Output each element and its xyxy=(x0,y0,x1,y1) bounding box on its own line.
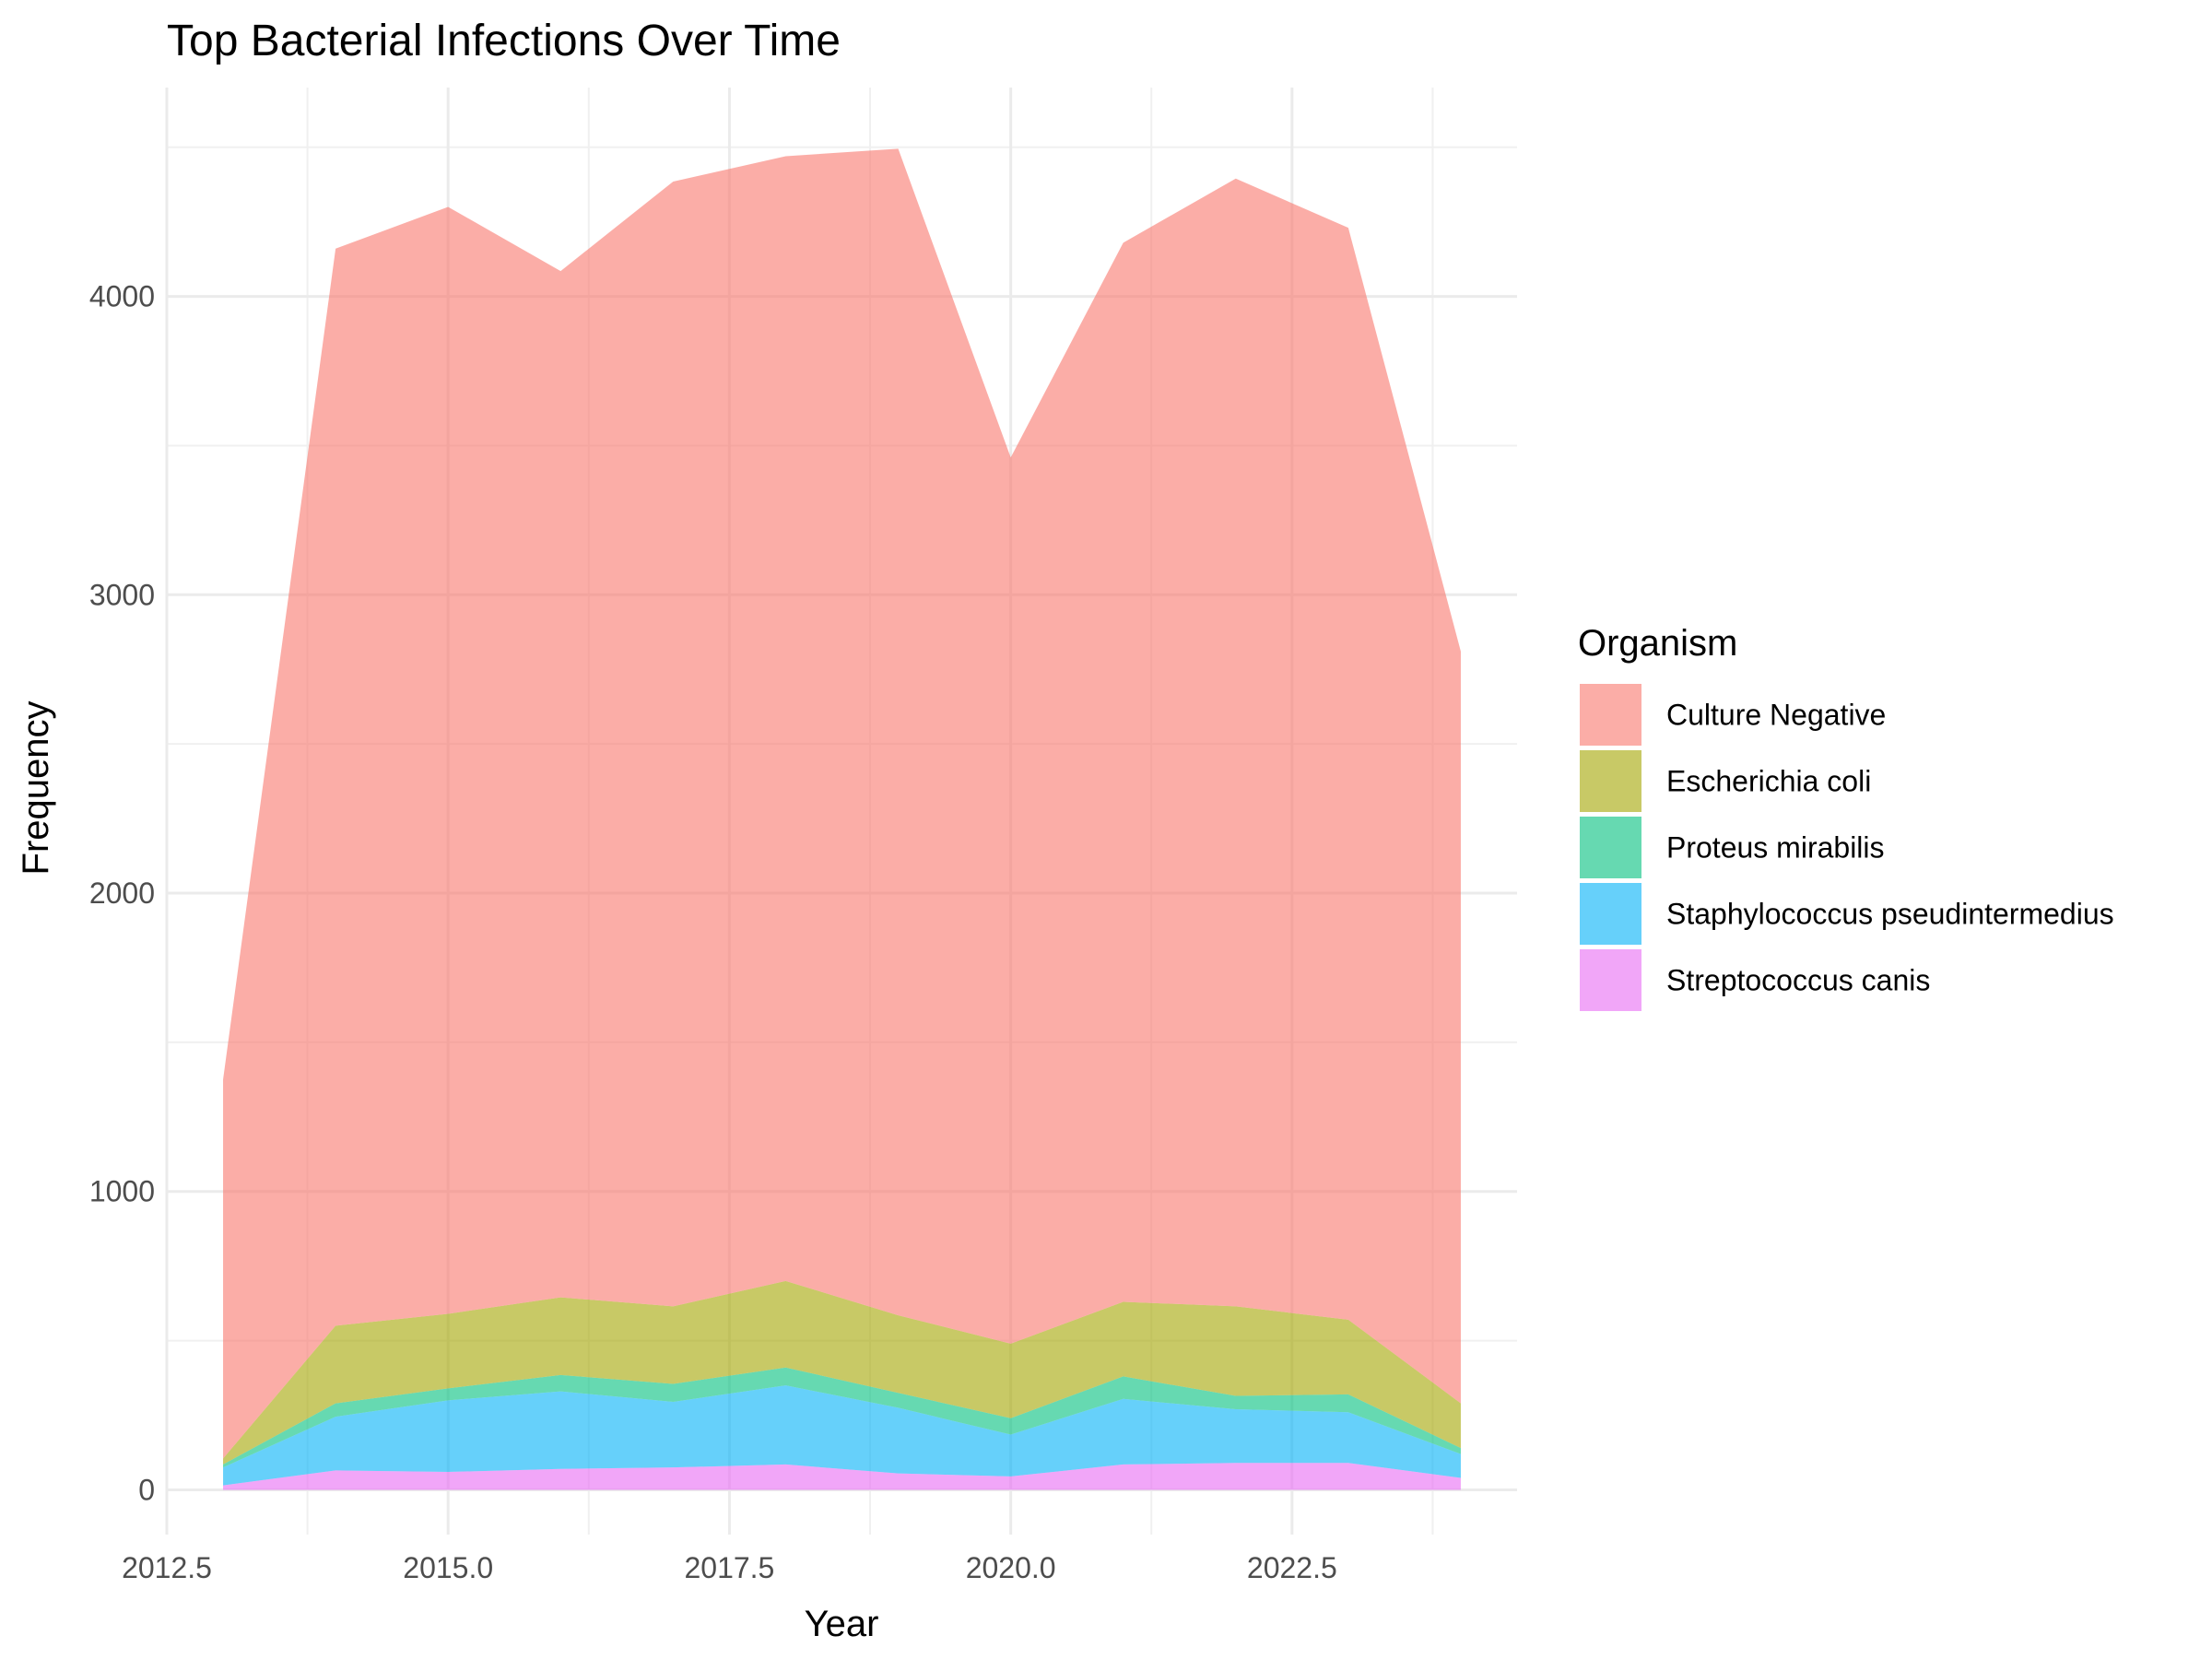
legend: Organism Culture Negative Escherichia col… xyxy=(1578,623,2114,1011)
area-layers xyxy=(223,148,1461,1490)
y-tick-label: 0 xyxy=(138,1473,155,1506)
y-axis-title: Frequency xyxy=(16,701,56,876)
chart-title: Top Bacterial Infections Over Time xyxy=(167,17,841,65)
x-axis-title: Year xyxy=(805,1604,879,1644)
legend-label-staphylococcus-pseudintermedius: Staphylococcus pseudintermedius xyxy=(1666,898,2114,931)
area-streptococcus-canis xyxy=(223,1463,1461,1490)
legend-items: Culture Negative Escherichia coli Proteus … xyxy=(1580,684,2114,1011)
x-tick-label: 2012.5 xyxy=(122,1551,212,1584)
legend-label-escherichia-coli: Escherichia coli xyxy=(1666,765,1871,798)
legend-key-culture-negative xyxy=(1580,684,1641,746)
y-tick-label: 1000 xyxy=(89,1175,155,1208)
legend-key-streptococcus-canis xyxy=(1580,949,1641,1011)
area-culture-negative xyxy=(223,148,1461,1459)
area-proteus-mirabilis xyxy=(223,1367,1461,1468)
y-tick-label: 2000 xyxy=(89,877,155,910)
legend-label-culture-negative: Culture Negative xyxy=(1666,699,1886,732)
legend-key-staphylococcus-pseudintermedius xyxy=(1580,883,1641,945)
x-tick-label: 2020.0 xyxy=(966,1551,1056,1584)
x-axis-tick-labels: 2012.5 2015.0 2017.5 2020.0 2022.5 xyxy=(122,1551,1337,1584)
area-escherichia-coli xyxy=(223,1280,1461,1465)
legend-key-proteus-mirabilis xyxy=(1580,817,1641,878)
area-staphylococcus-pseudintermedius xyxy=(223,1385,1461,1486)
x-tick-label: 2022.5 xyxy=(1247,1551,1337,1584)
x-tick-label: 2017.5 xyxy=(684,1551,774,1584)
legend-label-streptococcus-canis: Streptococcus canis xyxy=(1666,964,1930,997)
y-axis-tick-labels: 0 1000 2000 3000 4000 xyxy=(89,280,155,1507)
y-tick-label: 3000 xyxy=(89,578,155,611)
x-tick-label: 2015.0 xyxy=(403,1551,493,1584)
y-tick-label: 4000 xyxy=(89,280,155,313)
legend-title: Organism xyxy=(1578,623,1737,664)
legend-label-proteus-mirabilis: Proteus mirabilis xyxy=(1666,831,1885,865)
legend-key-escherichia-coli xyxy=(1580,750,1641,812)
